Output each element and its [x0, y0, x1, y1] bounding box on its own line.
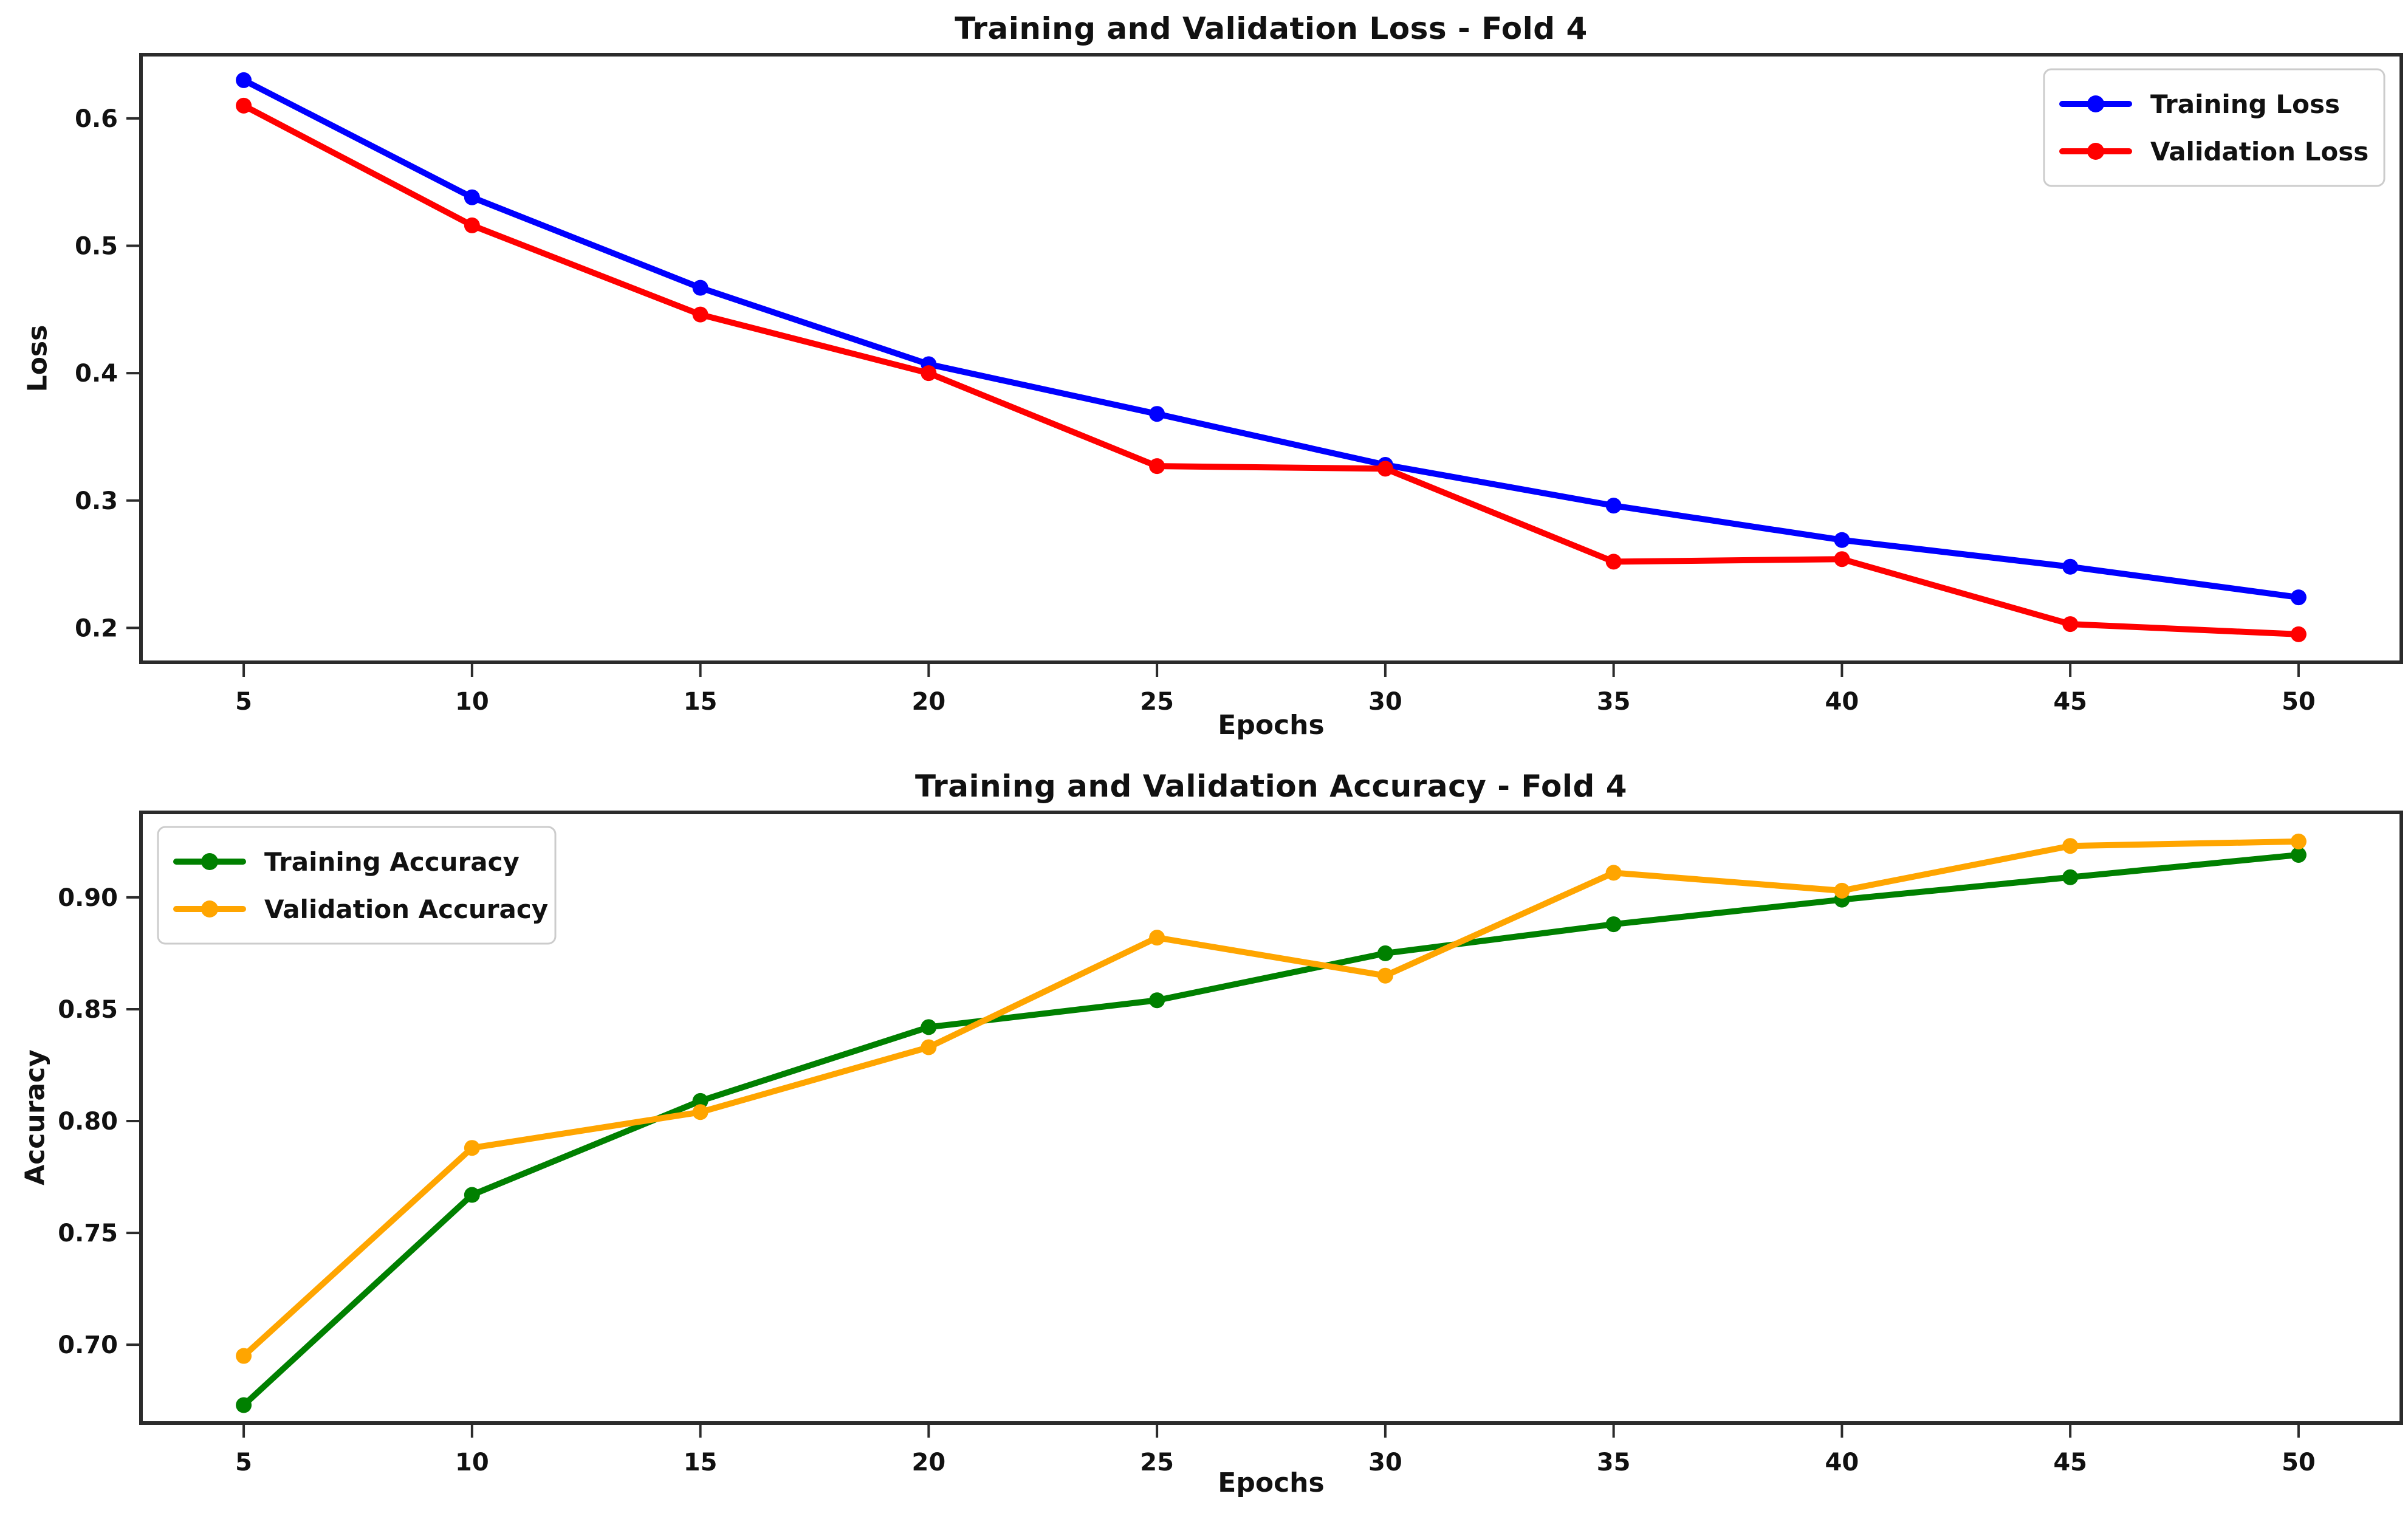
validation-loss-marker	[236, 97, 252, 114]
validation-accuracy-marker	[2062, 838, 2079, 854]
x-tick-label: 45	[2053, 1449, 2087, 1477]
loss-chart-title: Training and Validation Loss - Fold 4	[955, 11, 1588, 46]
x-tick-label: 50	[2282, 688, 2316, 716]
y-tick-label: 0.3	[75, 487, 118, 515]
training-loss-marker	[1605, 498, 1622, 514]
y-tick-label: 0.90	[58, 884, 118, 912]
training-loss-marker	[1834, 532, 1850, 548]
validation-accuracy-marker	[236, 1348, 252, 1364]
y-tick-label: 0.70	[58, 1331, 118, 1359]
x-tick-label: 5	[235, 1449, 252, 1477]
training-loss-line	[241, 77, 2302, 601]
training-accuracy-marker	[921, 1019, 937, 1035]
validation-accuracy-line	[241, 838, 2302, 1359]
validation-loss-marker	[2062, 616, 2079, 633]
training-accuracy-marker	[1149, 992, 1165, 1009]
x-tick-label: 20	[912, 688, 946, 716]
y-tick-label: 0.5	[75, 232, 118, 260]
x-tick-label: 50	[2282, 1449, 2316, 1477]
accuracy-x-axis-label: Epochs	[1218, 1467, 1325, 1498]
training-loss-marker	[236, 72, 252, 88]
validation-loss-marker	[464, 217, 480, 233]
legend-box	[2043, 68, 2386, 187]
training-loss-marker	[692, 280, 708, 296]
legend: Training Loss Validation Loss	[2043, 68, 2386, 187]
x-tick-label: 10	[455, 688, 489, 716]
x-tick-label: 25	[1140, 688, 1174, 716]
validation-loss-marker	[1605, 554, 1622, 570]
training-loss-marker	[1149, 406, 1165, 422]
x-tick-label: 15	[684, 1449, 718, 1477]
legend-swatch-dot-validation-loss	[2087, 143, 2104, 160]
training-accuracy-marker	[464, 1187, 480, 1203]
x-tick-label: 30	[1368, 688, 1402, 716]
training-accuracy-marker	[236, 1397, 252, 1413]
validation-loss-marker	[921, 365, 937, 382]
y-tick-label: 0.80	[58, 1108, 118, 1136]
validation-loss-marker	[1377, 461, 1393, 477]
x-tick-label: 35	[1597, 688, 1631, 716]
validation-loss-marker	[692, 306, 708, 323]
training-accuracy-line	[241, 851, 2302, 1408]
validation-accuracy-marker	[1377, 967, 1393, 984]
legend-swatch-dot-training-loss	[2087, 95, 2104, 112]
validation-accuracy-marker	[2290, 833, 2307, 849]
legend-swatch-dot-validation-accuracy	[201, 900, 218, 917]
training-loss-marker	[464, 189, 480, 205]
validation-loss-line	[241, 102, 2302, 637]
legend: Training Accuracy Validation Accuracy	[157, 826, 557, 945]
training-loss-marker	[2290, 589, 2307, 606]
x-tick-label: 40	[1825, 688, 1859, 716]
legend-label-validation-loss: Validation Loss	[2150, 137, 2369, 166]
validation-accuracy-marker	[692, 1104, 708, 1120]
accuracy-plot: 5 10 15 20 25 30 35 40 45 50 0.70 0.75 0.80 0.85 0.90 T…	[58, 811, 2403, 1477]
training-loss-marker	[2062, 558, 2079, 575]
validation-loss-marker	[2290, 626, 2307, 642]
legend-label-training-loss: Training Loss	[2150, 89, 2340, 119]
legend-swatch-dot-training-accuracy	[201, 853, 218, 870]
x-tick-label: 20	[912, 1449, 946, 1477]
y-tick-label: 0.2	[75, 614, 118, 642]
training-accuracy-marker	[1605, 916, 1622, 933]
validation-accuracy-marker	[464, 1140, 480, 1156]
validation-accuracy-marker	[1605, 865, 1622, 881]
legend-box	[157, 826, 557, 945]
y-tick-label: 0.6	[75, 105, 118, 133]
y-tick-label: 0.75	[58, 1219, 118, 1247]
y-tick-label: 0.4	[75, 360, 118, 388]
y-tick-label: 0.85	[58, 996, 118, 1024]
training-accuracy-marker	[692, 1092, 708, 1109]
legend-label-validation-accuracy: Validation Accuracy	[264, 894, 548, 924]
x-tick-label: 5	[235, 688, 252, 716]
validation-accuracy-marker	[1834, 882, 1850, 899]
training-accuracy-marker	[1377, 945, 1393, 961]
accuracy-chart-title: Training and Validation Accuracy - Fold …	[915, 769, 1627, 804]
validation-loss-marker	[1149, 458, 1165, 475]
x-tick-label: 45	[2053, 688, 2087, 716]
x-tick-label: 15	[684, 688, 718, 716]
validation-accuracy-marker	[1149, 930, 1165, 946]
training-accuracy-marker	[2062, 869, 2079, 885]
plot-border	[139, 811, 2403, 1425]
legend-label-training-accuracy: Training Accuracy	[264, 847, 520, 877]
x-tick-label: 30	[1368, 1449, 1402, 1477]
loss-x-axis-label: Epochs	[1218, 710, 1325, 741]
validation-loss-marker	[1834, 551, 1850, 568]
training-accuracy-marker	[2290, 846, 2307, 863]
x-tick-label: 10	[455, 1449, 489, 1477]
plot-border	[139, 53, 2403, 664]
x-tick-label: 35	[1597, 1449, 1631, 1477]
accuracy-chart-section: Training and Validation Accuracy - Fold …	[0, 758, 2408, 1516]
x-tick-label: 40	[1825, 1449, 1859, 1477]
x-tick-label: 25	[1140, 1449, 1174, 1477]
loss-chart-section: Training and Validation Loss - Fold 4 Lo…	[22, 11, 2403, 741]
loss-plot: 5 10 15 20 25 30 35 40 45 50 0.2 0.3 0.4 0.5 0.6 Traini…	[75, 53, 2403, 716]
validation-accuracy-marker	[921, 1039, 937, 1055]
